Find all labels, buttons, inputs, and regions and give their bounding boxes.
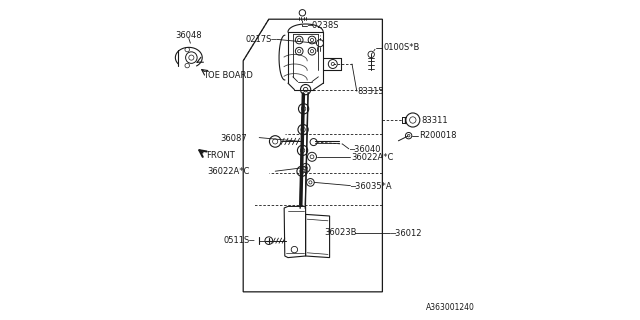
- Text: 0100S*B: 0100S*B: [383, 44, 419, 52]
- Text: 36087: 36087: [220, 134, 247, 143]
- Text: ─36040: ─36040: [349, 145, 380, 154]
- Text: 83315: 83315: [358, 87, 385, 96]
- Text: FRONT: FRONT: [206, 151, 234, 160]
- Text: ─0238S: ─0238S: [307, 21, 339, 30]
- Text: 0217S─: 0217S─: [245, 35, 277, 44]
- Text: 36023B: 36023B: [324, 228, 356, 237]
- Text: 0511S─: 0511S─: [223, 236, 254, 245]
- Text: ─36012: ─36012: [390, 229, 422, 238]
- Text: TOE BOARD: TOE BOARD: [204, 71, 253, 80]
- Text: 83311: 83311: [422, 116, 449, 125]
- Text: A363001240: A363001240: [426, 303, 475, 312]
- Text: 36022A*C: 36022A*C: [351, 153, 394, 162]
- Text: 36022A*C: 36022A*C: [207, 167, 250, 176]
- Text: 36048: 36048: [175, 31, 202, 40]
- Text: ─36035*A: ─36035*A: [351, 182, 392, 191]
- Text: R200018: R200018: [419, 131, 457, 140]
